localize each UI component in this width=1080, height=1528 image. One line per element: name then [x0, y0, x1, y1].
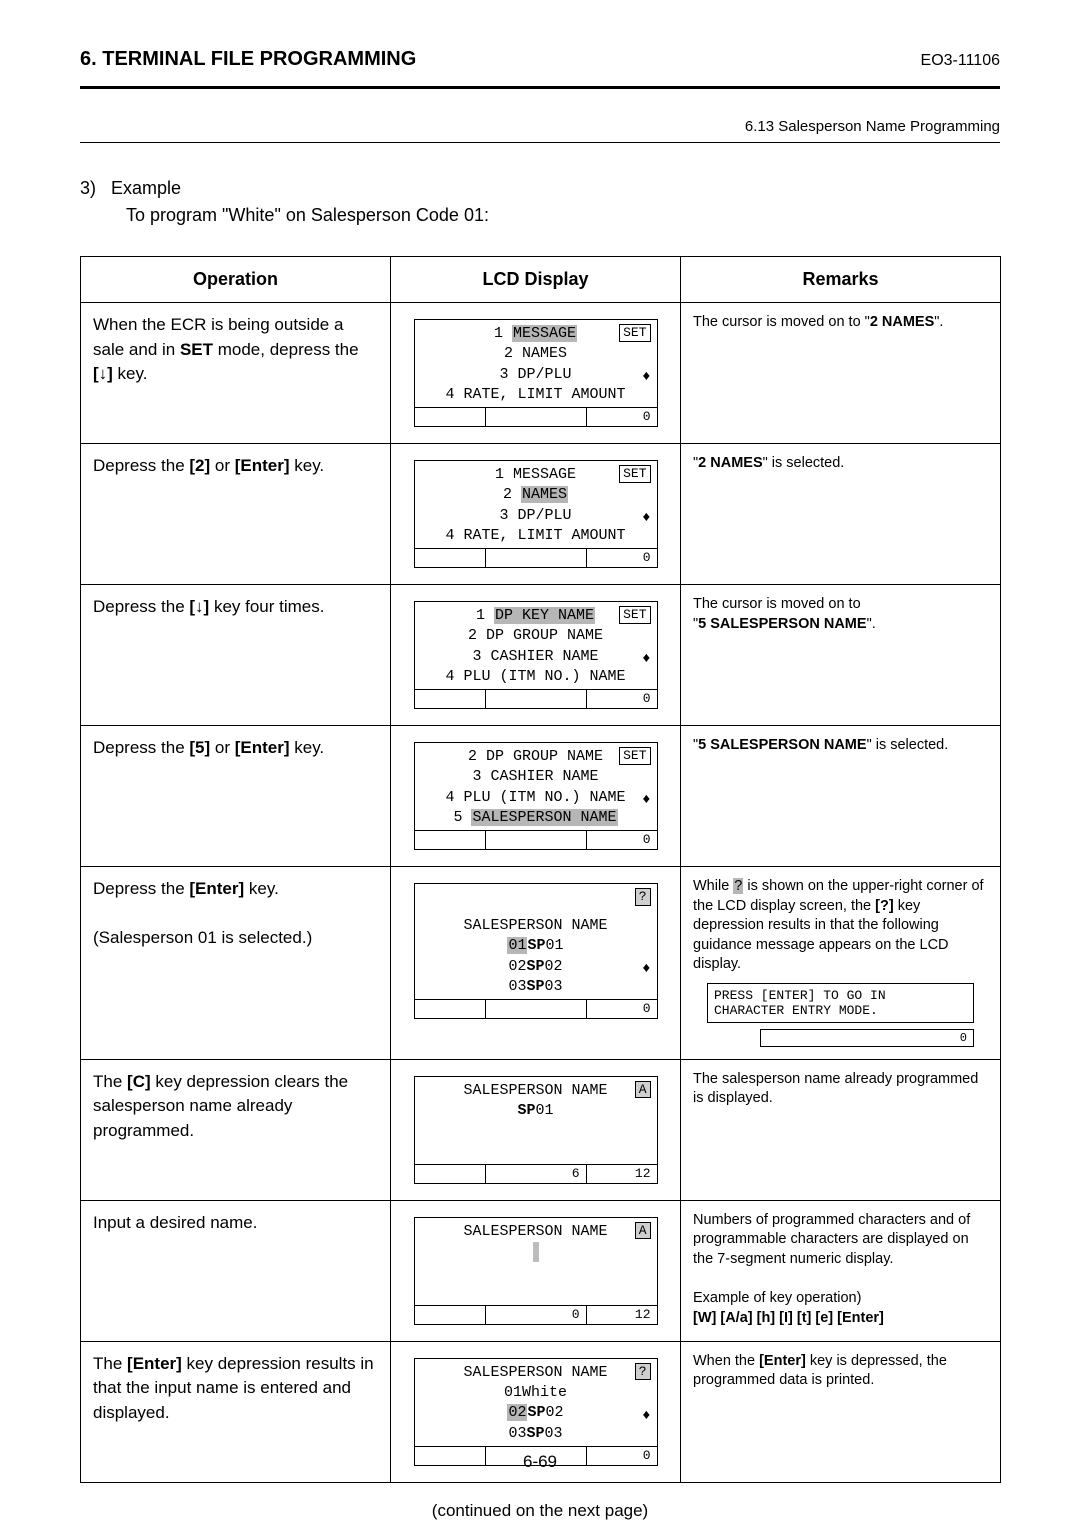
subheader: 6.13 Salesperson Name Programming: [745, 118, 1000, 135]
rule-thick: [80, 86, 1000, 89]
operation-cell: Input a desired name.: [81, 1200, 391, 1341]
rule-thin: [80, 142, 1000, 143]
main-table: Operation LCD Display Remarks When the E…: [80, 256, 1001, 1483]
lcd-cell: SET1 MESSAGE2 NAMES3 DP/PLU4 RATE, LIMIT…: [391, 303, 681, 444]
operation-cell: Depress the [↓] key four times.: [81, 585, 391, 726]
th-remarks: Remarks: [681, 257, 1001, 303]
remarks-cell: Numbers of programmed characters and of …: [681, 1200, 1001, 1341]
remarks-cell: The salesperson name already programmed …: [681, 1059, 1001, 1200]
page-number: 6-69: [0, 1452, 1080, 1472]
lcd-cell: SET1 DP KEY NAME2 DP GROUP NAME3 CASHIER…: [391, 585, 681, 726]
lcd-cell: SET1 MESSAGE2 NAMES3 DP/PLU4 RATE, LIMIT…: [391, 444, 681, 585]
remarks-cell: While ? is shown on the upper-right corn…: [681, 867, 1001, 1060]
operation-cell: Depress the [5] or [Enter] key.: [81, 726, 391, 867]
operation-cell: When the ECR is being outside a sale and…: [81, 303, 391, 444]
operation-cell: Depress the [Enter] key.(Salesperson 01 …: [81, 867, 391, 1060]
remarks-cell: "5 SALESPERSON NAME" is selected.: [681, 726, 1001, 867]
remarks-cell: The cursor is moved on to"5 SALESPERSON …: [681, 585, 1001, 726]
lcd-cell: ?SALESPERSON NAME01SP0102SP0203SP03♦0: [391, 867, 681, 1060]
example-sub: To program "White" on Salesperson Code 0…: [126, 205, 1000, 226]
lcd-cell: ASALESPERSON NAMESP01 612: [391, 1059, 681, 1200]
lcd-cell: SET2 DP GROUP NAME3 CASHIER NAME4 PLU (I…: [391, 726, 681, 867]
th-operation: Operation: [81, 257, 391, 303]
th-lcd: LCD Display: [391, 257, 681, 303]
example-heading: 3) Example: [80, 178, 1000, 199]
continued-note: (continued on the next page): [80, 1501, 1000, 1521]
remarks-cell: The cursor is moved on to "2 NAMES".: [681, 303, 1001, 444]
header-right: EO3-11106: [921, 52, 1000, 70]
remarks-cell: "2 NAMES" is selected.: [681, 444, 1001, 585]
operation-cell: The [C] key depression clears the salesp…: [81, 1059, 391, 1200]
operation-cell: Depress the [2] or [Enter] key.: [81, 444, 391, 585]
header-left: 6. TERMINAL FILE PROGRAMMING: [80, 48, 416, 71]
lcd-cell: ASALESPERSON NAME 012: [391, 1200, 681, 1341]
